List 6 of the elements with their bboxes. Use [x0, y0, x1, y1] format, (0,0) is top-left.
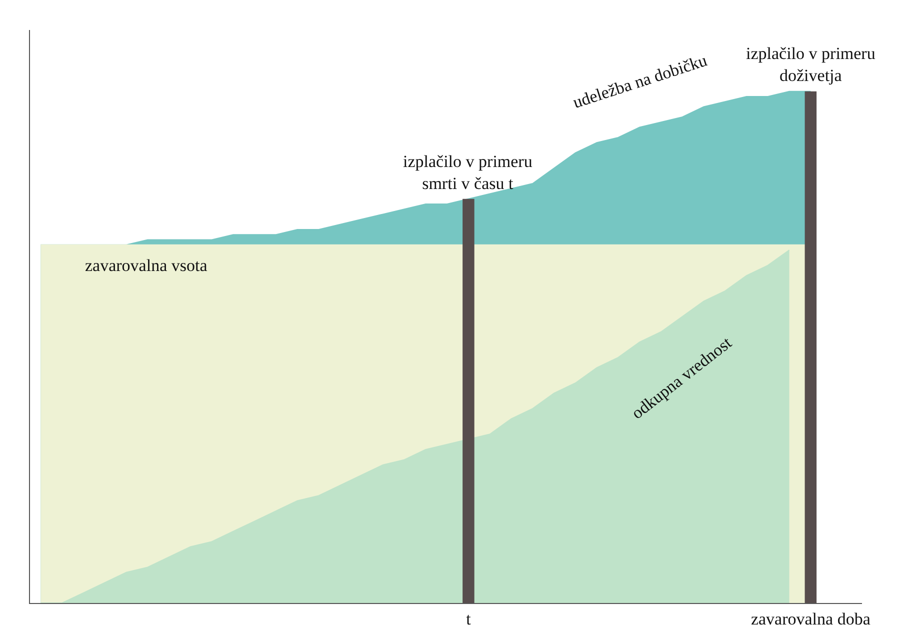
series-label: zavarovalna vsota: [85, 256, 208, 275]
x-tick-label: t: [466, 609, 472, 628]
text: udeležba na dobičku: [570, 50, 710, 112]
x-tick-label: zavarovalna doba: [750, 609, 871, 628]
series-label: izplačilo v primeru smrti v času t: [403, 152, 533, 194]
series-label: izplačilo v primeru doživetja: [746, 44, 876, 86]
